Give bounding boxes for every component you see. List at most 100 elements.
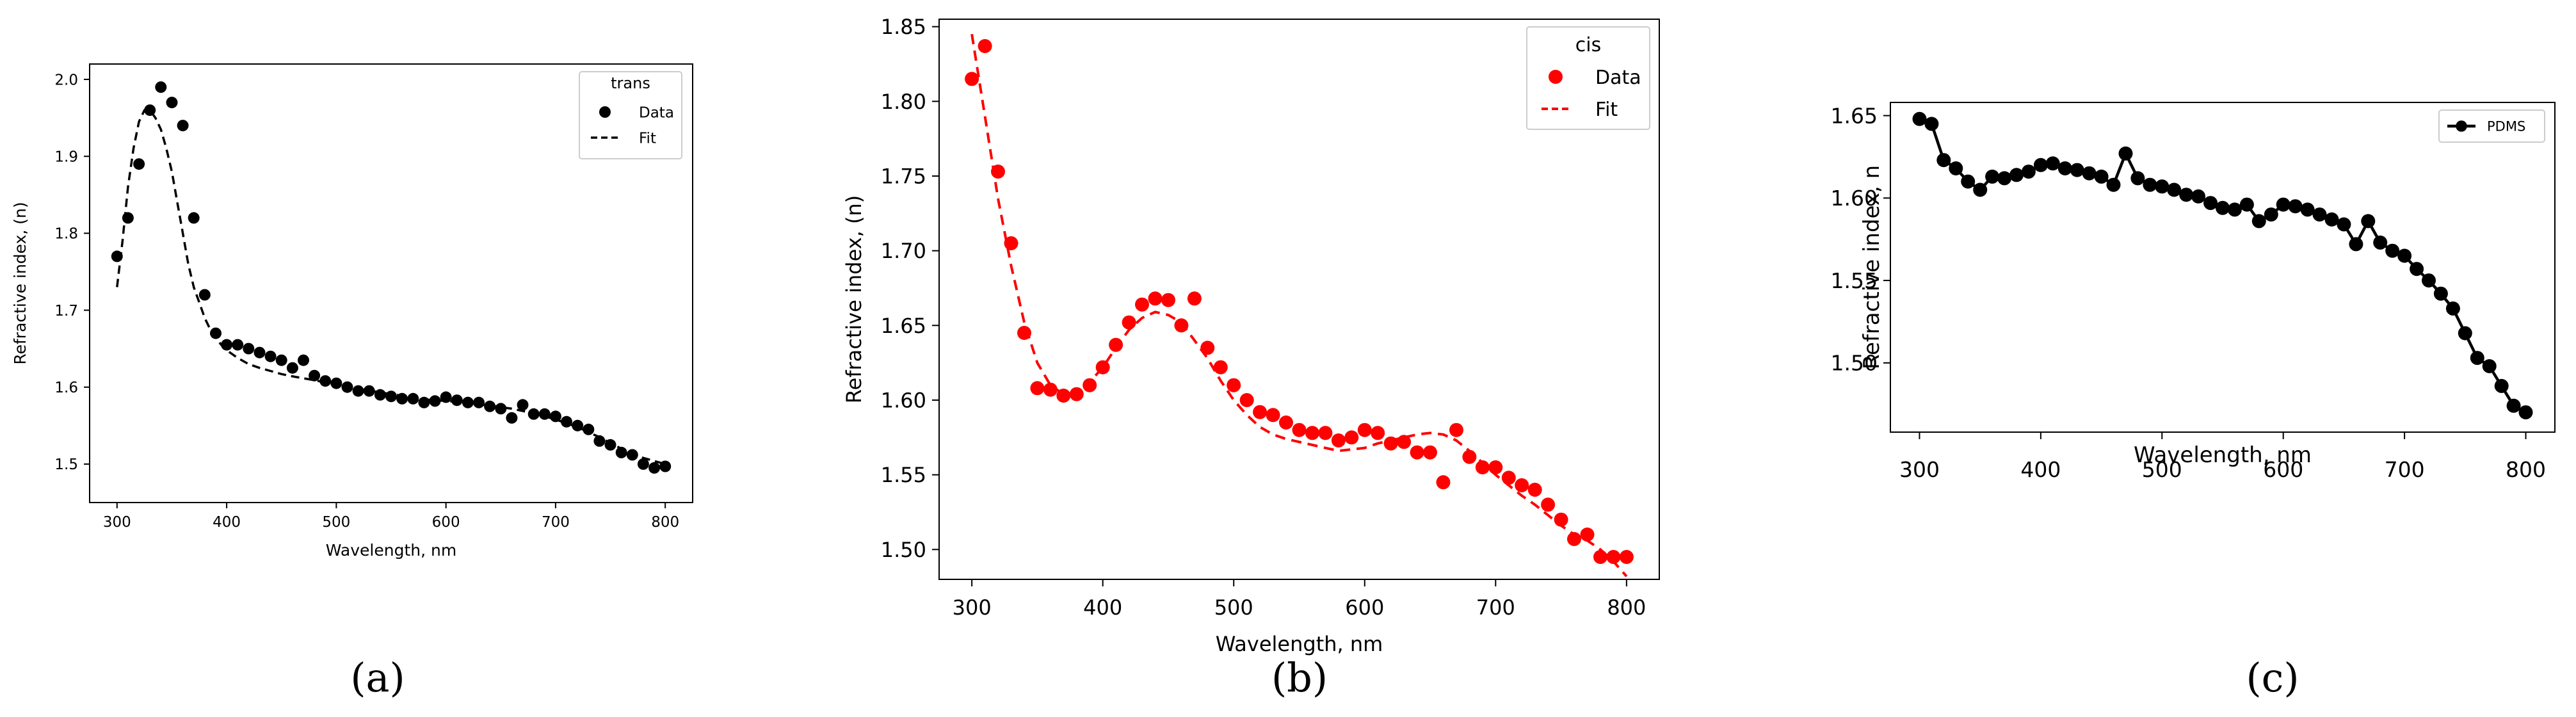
data-point <box>517 399 529 411</box>
y-tick-label: 1.6 <box>54 380 78 396</box>
data-point <box>2373 235 2388 250</box>
data-point <box>473 396 485 408</box>
data-point <box>1305 426 1319 440</box>
data-point <box>1397 435 1412 449</box>
data-point <box>978 39 992 53</box>
data-point <box>583 423 595 435</box>
data-point <box>1985 169 2000 184</box>
data-point <box>572 419 584 431</box>
data-point <box>2276 197 2290 212</box>
x-tick-label: 600 <box>1345 595 1384 620</box>
data-point <box>2445 301 2460 316</box>
data-point <box>352 385 364 397</box>
y-tick-label: 1.50 <box>881 538 926 562</box>
x-tick-label: 800 <box>1607 595 1646 620</box>
x-axis-label: Wavelength, nm <box>2134 442 2312 468</box>
data-point <box>319 375 332 387</box>
x-tick-label: 800 <box>2506 457 2546 482</box>
y-tick-label: 1.85 <box>881 15 926 39</box>
data-point <box>1239 393 1254 407</box>
data-point <box>1109 337 1123 352</box>
data-point <box>2312 207 2327 222</box>
data-point <box>506 412 518 424</box>
y-tick-label: 1.60 <box>881 389 926 413</box>
data-point <box>1580 528 1595 542</box>
data-point <box>2458 326 2472 341</box>
data-point <box>429 395 441 407</box>
data-point <box>2094 169 2109 184</box>
data-point <box>1135 297 1149 312</box>
x-tick-label: 400 <box>213 514 241 531</box>
data-point <box>1187 291 1202 306</box>
legend-marker-icon <box>2456 120 2467 132</box>
x-tick-label: 700 <box>2385 457 2425 482</box>
x-tick-label: 500 <box>1214 595 1253 620</box>
y-tick-label: 1.75 <box>881 165 926 189</box>
y-tick-label: 1.65 <box>1831 103 1878 128</box>
data-point <box>133 158 145 170</box>
y-tick-label: 1.50 <box>1831 351 1878 376</box>
data-point <box>2009 168 2024 182</box>
data-point <box>484 400 496 412</box>
plot-area-frame <box>1890 102 2556 433</box>
plot-area-frame <box>89 63 693 503</box>
data-point <box>254 346 266 358</box>
data-point <box>232 339 244 351</box>
data-point <box>549 410 561 423</box>
data-point <box>2167 182 2182 197</box>
data-point <box>2433 286 2448 301</box>
data-point <box>1148 291 1163 306</box>
data-point <box>2021 165 2036 179</box>
data-point <box>1515 478 1529 492</box>
series-data <box>965 39 1634 564</box>
data-point <box>1292 423 1307 437</box>
data-point <box>1527 483 1542 497</box>
data-point <box>2251 214 2266 229</box>
data-point <box>1410 445 1424 460</box>
data-point <box>2057 161 2072 175</box>
y-tick-label: 1.80 <box>881 90 926 114</box>
data-point <box>2361 214 2376 229</box>
series-pdms <box>1912 111 2533 420</box>
data-point <box>2191 189 2206 204</box>
data-point <box>243 342 255 355</box>
data-point <box>286 362 298 374</box>
data-point <box>1423 445 1437 460</box>
data-point <box>1213 360 1228 375</box>
x-tick-label: 800 <box>651 514 679 531</box>
legend: trans Data Fit <box>579 71 682 159</box>
data-point <box>626 449 638 461</box>
y-tick-label: 1.55 <box>881 463 926 487</box>
data-point <box>2033 157 2048 172</box>
data-point <box>1997 171 2012 186</box>
data-point <box>1924 117 1939 131</box>
y-tick-label: 1.9 <box>54 149 78 165</box>
data-point <box>451 394 463 407</box>
data-point <box>2203 196 2218 211</box>
data-point <box>2179 188 2194 202</box>
x-tick-label: 300 <box>1899 457 1940 482</box>
data-point <box>1371 426 1385 440</box>
data-point <box>1436 475 1451 490</box>
data-point <box>1949 161 1963 175</box>
chart-panel-c: 300 400 500 600 700 800 1.50 1.55 1.60 1.65 Wavele… <box>1831 102 2556 701</box>
series-fit <box>970 33 1628 577</box>
data-point <box>1253 405 1268 419</box>
data-point <box>1606 550 1621 564</box>
data-point <box>2216 200 2230 215</box>
data-point <box>2518 405 2533 420</box>
panel-caption: (a) <box>350 654 405 701</box>
fit-curve <box>116 109 666 465</box>
data-point <box>210 327 221 339</box>
data-point <box>2227 202 2242 217</box>
data-point <box>2118 146 2133 161</box>
data-point <box>1122 315 1136 330</box>
panel-caption: (c) <box>2246 654 2299 701</box>
data-point <box>363 385 375 397</box>
y-tick-label: 1.8 <box>54 226 78 243</box>
data-point <box>2397 248 2412 263</box>
data-point <box>275 354 287 366</box>
x-axis-label: Wavelength, nm <box>1216 632 1383 656</box>
data-point <box>2494 378 2509 393</box>
x-tick-label: 600 <box>2263 457 2303 482</box>
